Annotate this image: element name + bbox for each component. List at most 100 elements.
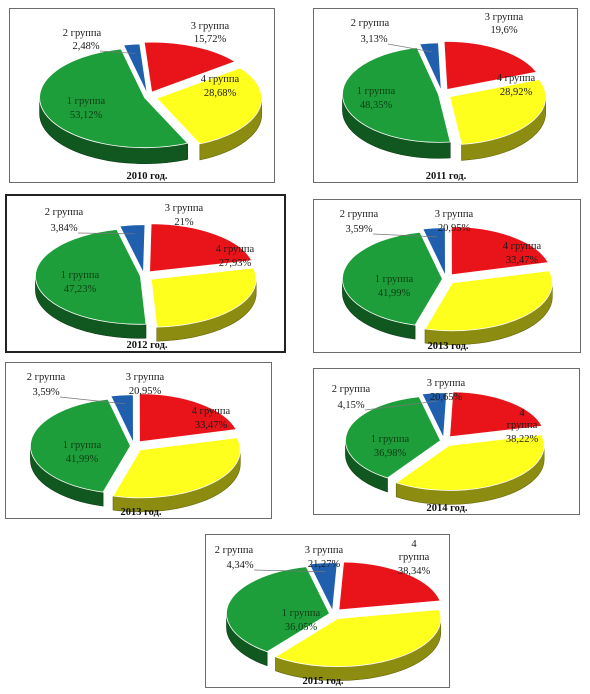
leader-line: [59, 396, 125, 405]
pie-slice: [35, 229, 147, 325]
slice-name-label: 2 группа: [215, 545, 254, 556]
chart-panel-2010: 1 группа 53,12% 2 группа 2,48% 3 группа 15,72…: [9, 8, 275, 183]
pie-slice: [424, 270, 553, 332]
pie-chart-svg: 1 группа 36,05% 2 группа 4,34% 3 группа 21,27…: [215, 539, 442, 687]
pie-chart-svg: 1 группа 36,98% 2 группа 4,15% 3 группа 20,65…: [332, 378, 545, 514]
slice-name-label: 3 группа: [191, 21, 230, 32]
pie-slice: [421, 392, 448, 440]
pie-slice: [39, 48, 189, 149]
pie-slice: [156, 67, 263, 145]
pie-slice: [122, 43, 148, 94]
pie-slice: [30, 398, 131, 493]
slice-name-label: 3 группа: [485, 12, 524, 23]
pie-slice: [308, 562, 338, 613]
chart-caption: 2013 год.: [120, 507, 161, 518]
slice-name-label: 3 группа: [427, 378, 466, 389]
pie-slice: [338, 561, 441, 611]
pie-slice: [143, 41, 236, 93]
pie-slice: [342, 47, 451, 143]
pie-slice: [119, 224, 146, 273]
pie-slice: [274, 609, 442, 667]
data-label: 20,95%: [438, 223, 471, 234]
data-label: 33,47%: [506, 255, 539, 266]
pie-slice: [449, 391, 543, 438]
pie-slice: [138, 393, 237, 443]
leader-line: [253, 569, 326, 573]
data-label: 21%: [174, 217, 194, 228]
leader-line: [372, 233, 437, 238]
slice-name-label: 1 группа: [375, 274, 414, 285]
chart-caption: 2011 год.: [426, 171, 467, 182]
chart-panel-2013-b: 1 группа 41,99% 2 группа 3,59% 3 группа 20,95…: [5, 362, 272, 519]
slice-name-label: 3 группа: [305, 545, 344, 556]
slice-name-label: 1 группа: [63, 440, 102, 451]
pie-slice: [395, 434, 545, 491]
leader-line: [364, 400, 437, 411]
data-label: 36,05%: [285, 622, 318, 633]
pie-chart-svg: 1 группа 48,35% 2 группа 3,13% 3 группа 19,6%…: [342, 12, 547, 182]
slice-name-label: 2 группа: [63, 28, 102, 39]
data-label: 28,68%: [204, 88, 237, 99]
slice-name-label: 2 группа: [45, 207, 84, 218]
leader-line: [99, 50, 136, 54]
slice-name-label: 4: [519, 408, 525, 419]
data-label: 28,92%: [500, 87, 533, 98]
data-label: 38,34%: [398, 566, 431, 577]
pie-slice: [443, 41, 538, 90]
pie-chart-svg: 1 группа 53,12% 2 группа 2,48% 3 группа 15,72…: [39, 21, 263, 182]
slice-name-label: 3 группа: [435, 209, 474, 220]
slice-name-label: 2 группа: [27, 372, 66, 383]
slice-name-label: 3 группа: [126, 372, 165, 383]
pie-slice: [345, 396, 441, 479]
data-label: 3,13%: [360, 34, 387, 45]
pie-slice: [110, 394, 134, 443]
leader-line: [387, 43, 433, 53]
slice-name-label: группа: [507, 420, 538, 431]
pie-slice: [342, 231, 443, 326]
data-label: 33,47%: [195, 420, 228, 431]
data-label: 48,35%: [360, 100, 393, 111]
data-label: 53,12%: [70, 110, 103, 121]
data-label: 4,34%: [226, 560, 253, 571]
data-label: 21,27%: [308, 559, 341, 570]
data-label: 41,99%: [378, 288, 411, 299]
data-label: 3,59%: [345, 224, 372, 235]
data-label: 15,72%: [194, 34, 227, 45]
slice-name-label: группа: [399, 552, 430, 563]
slice-name-label: 1 группа: [357, 86, 396, 97]
slice-name-label: 1 группа: [282, 608, 321, 619]
chart-caption: 2010 год.: [126, 171, 167, 182]
slice-name-label: 2 группа: [351, 18, 390, 29]
pie-slice: [419, 42, 442, 91]
slice-name-label: 4 группа: [497, 73, 536, 84]
slice-name-label: 4: [411, 539, 417, 550]
slice-name-label: 2 группа: [332, 384, 371, 395]
pie-slice: [422, 227, 446, 276]
chart-caption: 2013 год.: [427, 341, 468, 352]
slice-name-label: 4 группа: [503, 241, 542, 252]
data-label: 20,65%: [430, 392, 463, 403]
slice-name-label: 4 группа: [201, 74, 240, 85]
data-label: 4,15%: [337, 400, 364, 411]
slice-name-label: 2 группа: [340, 209, 379, 220]
pie-slice: [226, 566, 331, 653]
slice-name-label: 1 группа: [61, 270, 100, 281]
chart-caption: 2014 год.: [426, 503, 467, 514]
pie-slice: [449, 78, 547, 145]
chart-panel-2013-a: 1 группа 41,99% 2 группа 3,59% 3 группа 20,95…: [313, 199, 581, 353]
slice-name-label: 3 группа: [165, 203, 204, 214]
data-label: 20,95%: [129, 386, 162, 397]
data-label: 47,23%: [64, 284, 97, 295]
pie-chart-svg: 1 группа 47,23% 2 группа 3,84% 3 группа 21% 4 …: [35, 203, 257, 351]
data-label: 19,6%: [490, 25, 517, 36]
data-label: 38,22%: [506, 434, 539, 445]
pie-slice: [112, 437, 241, 499]
pie-slice: [150, 267, 257, 328]
data-label: 36,98%: [374, 448, 407, 459]
pie-slice: [450, 226, 549, 276]
pie-slice: [149, 223, 253, 273]
slice-name-label: 4 группа: [192, 406, 231, 417]
leader-line: [77, 232, 136, 235]
chart-caption: 2012 год.: [126, 340, 167, 351]
data-label: 3,59%: [32, 387, 59, 398]
